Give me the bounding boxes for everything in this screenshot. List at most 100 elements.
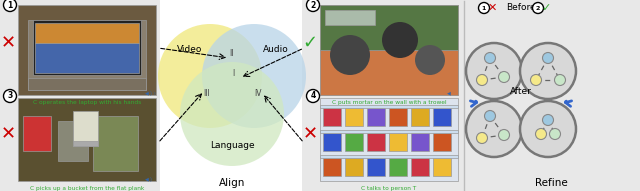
FancyBboxPatch shape — [433, 133, 451, 151]
FancyBboxPatch shape — [320, 155, 458, 158]
Circle shape — [466, 101, 522, 157]
Text: After: After — [510, 87, 532, 96]
Text: II: II — [230, 49, 234, 58]
Circle shape — [543, 114, 554, 125]
Text: C talks to person T: C talks to person T — [362, 186, 417, 191]
FancyBboxPatch shape — [58, 121, 88, 161]
Circle shape — [477, 74, 488, 86]
FancyBboxPatch shape — [345, 133, 363, 151]
FancyBboxPatch shape — [461, 0, 640, 191]
Circle shape — [499, 71, 509, 83]
FancyBboxPatch shape — [323, 158, 341, 176]
Text: ✕: ✕ — [1, 34, 15, 52]
Text: Video: Video — [177, 45, 203, 54]
Text: 4: 4 — [310, 91, 316, 100]
Circle shape — [543, 53, 554, 63]
Text: 2: 2 — [310, 1, 316, 10]
FancyBboxPatch shape — [320, 50, 458, 95]
Text: C picks up a bucket from the flat plank: C picks up a bucket from the flat plank — [30, 186, 144, 191]
Circle shape — [202, 24, 306, 128]
Circle shape — [479, 2, 490, 14]
FancyBboxPatch shape — [320, 130, 458, 133]
FancyBboxPatch shape — [433, 108, 451, 126]
Circle shape — [382, 22, 418, 58]
Circle shape — [415, 45, 445, 75]
FancyBboxPatch shape — [411, 108, 429, 126]
FancyBboxPatch shape — [93, 116, 138, 171]
FancyBboxPatch shape — [367, 158, 385, 176]
FancyBboxPatch shape — [320, 98, 458, 181]
Text: ): ) — [150, 91, 152, 96]
Text: I: I — [232, 70, 234, 79]
Text: ✕: ✕ — [1, 125, 15, 143]
FancyBboxPatch shape — [73, 111, 98, 146]
Circle shape — [484, 53, 495, 63]
Text: ◀: ◀ — [145, 176, 149, 181]
FancyBboxPatch shape — [18, 5, 156, 95]
Circle shape — [531, 74, 541, 86]
FancyBboxPatch shape — [323, 108, 341, 126]
Circle shape — [554, 74, 566, 86]
Circle shape — [307, 90, 319, 103]
Text: ✕: ✕ — [487, 3, 497, 13]
Circle shape — [550, 129, 561, 139]
Circle shape — [330, 35, 370, 75]
Circle shape — [3, 0, 17, 11]
Text: 1: 1 — [8, 1, 13, 10]
Circle shape — [499, 129, 509, 141]
FancyBboxPatch shape — [35, 43, 139, 73]
FancyBboxPatch shape — [389, 108, 407, 126]
FancyBboxPatch shape — [345, 158, 363, 176]
Text: ✓: ✓ — [303, 34, 317, 52]
FancyBboxPatch shape — [35, 23, 139, 43]
Circle shape — [532, 2, 543, 14]
FancyBboxPatch shape — [18, 98, 156, 181]
FancyBboxPatch shape — [411, 158, 429, 176]
Text: ✕: ✕ — [303, 125, 317, 143]
Circle shape — [484, 111, 495, 121]
Circle shape — [466, 43, 522, 99]
FancyBboxPatch shape — [389, 158, 407, 176]
Circle shape — [520, 43, 576, 99]
FancyBboxPatch shape — [433, 158, 451, 176]
Text: ◀: ◀ — [447, 91, 451, 96]
Text: ◀: ◀ — [145, 91, 149, 96]
Circle shape — [180, 62, 284, 166]
FancyBboxPatch shape — [33, 20, 141, 75]
Text: 2: 2 — [536, 6, 540, 11]
FancyBboxPatch shape — [367, 133, 385, 151]
Circle shape — [477, 133, 488, 143]
FancyBboxPatch shape — [28, 20, 146, 90]
Text: 3: 3 — [8, 91, 13, 100]
Text: C puts mortar on the wall with a trowel: C puts mortar on the wall with a trowel — [332, 100, 446, 105]
FancyBboxPatch shape — [302, 0, 464, 191]
Circle shape — [536, 129, 547, 139]
FancyBboxPatch shape — [320, 5, 458, 95]
FancyBboxPatch shape — [323, 133, 341, 151]
Text: ): ) — [153, 92, 155, 96]
FancyBboxPatch shape — [23, 116, 51, 151]
FancyBboxPatch shape — [389, 133, 407, 151]
FancyBboxPatch shape — [325, 10, 375, 25]
FancyBboxPatch shape — [0, 0, 160, 191]
Text: III: III — [204, 90, 211, 99]
Text: Refine: Refine — [534, 178, 568, 188]
FancyBboxPatch shape — [411, 133, 429, 151]
Circle shape — [520, 101, 576, 157]
FancyBboxPatch shape — [73, 141, 98, 146]
FancyBboxPatch shape — [28, 78, 146, 90]
Circle shape — [307, 0, 319, 11]
Circle shape — [3, 90, 17, 103]
Text: Align: Align — [219, 178, 245, 188]
Text: Language: Language — [210, 142, 254, 151]
FancyBboxPatch shape — [367, 108, 385, 126]
Text: C operates the laptop with his hands: C operates the laptop with his hands — [33, 100, 141, 105]
Text: 1: 1 — [482, 6, 486, 11]
FancyBboxPatch shape — [345, 108, 363, 126]
Text: IV: IV — [254, 90, 262, 99]
FancyBboxPatch shape — [320, 5, 458, 50]
Text: ✓: ✓ — [541, 3, 550, 13]
Text: Audio: Audio — [263, 45, 289, 54]
Text: Before: Before — [506, 3, 536, 12]
Text: ): ) — [150, 176, 152, 181]
